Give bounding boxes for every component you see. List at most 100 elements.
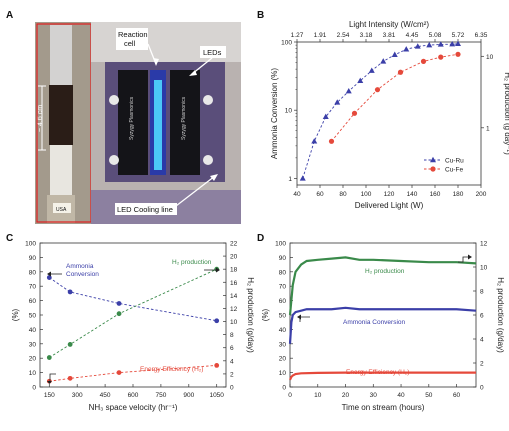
y-tick-label: 40 bbox=[29, 327, 37, 334]
y-tick-label: 60 bbox=[279, 298, 287, 305]
y2-tick-label: 6 bbox=[480, 313, 484, 320]
chart-b: 40 60 80 100 120 140 160 180 200 Delivered Light … bbox=[270, 20, 509, 210]
y2-tick-label: 8 bbox=[230, 332, 234, 339]
data-point bbox=[437, 41, 444, 47]
x-tick-label: 30 bbox=[370, 392, 378, 399]
top-tick-label: 2.54 bbox=[337, 32, 350, 39]
panel-label-b: B bbox=[257, 10, 264, 21]
series-line bbox=[49, 277, 217, 322]
arrow-eff bbox=[49, 373, 56, 381]
leds-label-box bbox=[200, 46, 226, 58]
panel-label-d: D bbox=[257, 233, 264, 244]
annotation-ammonia: Ammonia Conversion bbox=[66, 263, 99, 278]
y2-tick-label: 2 bbox=[480, 361, 484, 368]
x-tick-label: 140 bbox=[407, 191, 418, 198]
y-tick-label: 100 bbox=[281, 40, 292, 47]
annotation-h2: H₂ production bbox=[365, 268, 405, 275]
plot-frame bbox=[289, 242, 477, 388]
data-point bbox=[455, 40, 461, 47]
leds-label: LEDs bbox=[203, 48, 222, 57]
y-tick-label: 70 bbox=[29, 284, 37, 291]
y-tick-label: 90 bbox=[279, 255, 287, 262]
x-tick-label: 900 bbox=[183, 392, 194, 399]
scale-label: ~ 4.6 cm bbox=[37, 105, 44, 132]
series-line bbox=[288, 256, 477, 316]
annotation-ammonia: Ammonia Conversion bbox=[343, 319, 406, 326]
legend-label: Cu-Fe bbox=[445, 167, 463, 174]
x-tick-label: 150 bbox=[44, 392, 55, 399]
y2-axis-title: H₂ production (g/day) bbox=[246, 277, 255, 353]
y2-tick-label: 2 bbox=[230, 371, 234, 378]
data-point bbox=[214, 363, 220, 368]
data-point bbox=[426, 41, 433, 48]
y2-tick-label: 12 bbox=[480, 241, 488, 248]
panel-label-a: A bbox=[6, 10, 13, 21]
y-axis-title: Ammonia Conversion (%) bbox=[270, 68, 279, 159]
data-point bbox=[67, 342, 73, 347]
series-line bbox=[288, 306, 477, 344]
y-tick-label: 100 bbox=[275, 241, 286, 248]
y2-tick-label: 0 bbox=[230, 385, 234, 392]
led-module-right bbox=[170, 70, 200, 175]
y2-tick-label: 4 bbox=[230, 358, 234, 365]
x-tick-label: 20 bbox=[342, 392, 350, 399]
led-module-left bbox=[118, 70, 148, 175]
y-tick-label: 90 bbox=[29, 255, 37, 262]
data-point bbox=[374, 87, 381, 93]
x-tick-label: 450 bbox=[100, 392, 111, 399]
top-tick-label: 5.72 bbox=[452, 32, 465, 39]
x-axis-title: NH₃ space velocity (hr⁻¹) bbox=[89, 403, 178, 412]
x-tick-label: 80 bbox=[339, 191, 347, 198]
x-tick-label: 0 bbox=[288, 392, 292, 399]
x-tick-label: 60 bbox=[453, 392, 461, 399]
arrow-head bbox=[216, 267, 220, 273]
data-point bbox=[328, 138, 335, 144]
x-tick-label: 50 bbox=[425, 392, 433, 399]
series-line bbox=[289, 371, 476, 381]
series-line bbox=[302, 43, 459, 179]
series-line bbox=[49, 268, 217, 358]
data-point bbox=[214, 318, 220, 324]
y2-tick-label: 10 bbox=[480, 265, 488, 272]
y-tick-label: 30 bbox=[279, 341, 287, 348]
data-point bbox=[311, 138, 318, 144]
x-tick-label: 120 bbox=[384, 191, 395, 198]
x-axis-title: Time on stream (hours) bbox=[342, 403, 425, 412]
y2-tick-label: 22 bbox=[230, 241, 238, 248]
data-point bbox=[46, 275, 52, 280]
legend-marker bbox=[430, 166, 436, 172]
data-point bbox=[116, 311, 122, 317]
y2-tick-label: 14 bbox=[230, 293, 238, 300]
x-tick-label: 180 bbox=[453, 191, 464, 198]
legend-marker bbox=[430, 156, 436, 163]
x-tick-label: 100 bbox=[361, 191, 372, 198]
led-cooling-label-box bbox=[115, 203, 177, 215]
led-left-text: Syzygy Plasmonics bbox=[129, 96, 135, 140]
y2-axis-title: H₂ production (g/day) bbox=[496, 277, 505, 353]
y-tick-label: 1 bbox=[288, 176, 292, 183]
top-tick-label: 5.08 bbox=[429, 32, 442, 39]
annotation-ammonia-line: Conversion bbox=[66, 271, 99, 278]
y2-tick-label: 20 bbox=[230, 254, 238, 261]
x-tick-label: 200 bbox=[476, 191, 487, 198]
data-point bbox=[397, 69, 404, 75]
y-tick-label: 50 bbox=[29, 313, 37, 320]
y-tick-label: 50 bbox=[279, 313, 287, 320]
data-point bbox=[46, 355, 52, 360]
data-point bbox=[116, 301, 122, 306]
y-tick-label: 40 bbox=[279, 327, 287, 334]
legend-label: Cu-Ru bbox=[445, 158, 464, 165]
x-tick-label: 300 bbox=[72, 392, 83, 399]
y2-tick-label: 1 bbox=[486, 125, 490, 132]
y-tick-label: 10 bbox=[29, 370, 37, 377]
annotation-efficiency: Energy Efficiency (H₂) bbox=[346, 369, 409, 376]
y2-tick-label: 8 bbox=[480, 289, 484, 296]
y2-tick-label: 10 bbox=[486, 54, 494, 61]
data-point bbox=[299, 175, 306, 181]
data-point bbox=[357, 77, 364, 83]
y2-tick-label: 16 bbox=[230, 280, 238, 287]
y-tick-label: 20 bbox=[279, 356, 287, 363]
